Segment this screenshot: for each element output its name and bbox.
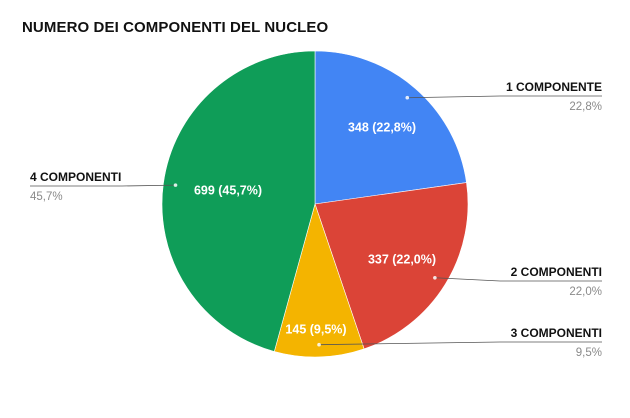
slice-data-label-1-componente: 348 (22,8%) — [348, 120, 416, 134]
pie-slice-2-componenti — [314, 182, 469, 350]
leader-dot-4-componenti — [173, 183, 178, 187]
pie-slice-3-componenti — [273, 202, 365, 358]
legend-name-2-componenti: 2 COMPONENTI — [511, 265, 602, 279]
pie-slice-1-componente — [314, 50, 467, 205]
leader-dot-2-componenti — [433, 275, 437, 280]
legend-name-1-componente: 1 COMPONENTE — [506, 80, 602, 94]
leader-line-3-componenti — [319, 341, 501, 346]
pie-slice-4-componenti — [161, 50, 316, 352]
legend-name-4-componenti: 4 COMPONENTI — [30, 170, 121, 184]
leader-dot-3-componenti — [317, 342, 321, 347]
legend-percent-4-componenti: 45,7% — [30, 191, 63, 203]
leader-line-2-componenti — [434, 277, 501, 282]
legend-name-3-componenti: 3 COMPONENTI — [511, 326, 602, 340]
legend-percent-2-componenti: 22,0% — [569, 286, 602, 298]
legend-percent-3-componenti: 9,5% — [576, 347, 602, 359]
slice-data-label-3-componenti: 145 (9,5%) — [285, 322, 346, 336]
legend-percent-1-componente: 22,8% — [569, 101, 602, 113]
slice-data-label-4-componenti: 699 (45,7%) — [194, 183, 262, 197]
leader-dot-1-componente — [405, 95, 410, 100]
slice-data-label-2-componenti: 337 (22,0%) — [368, 252, 436, 266]
chart-title: NUMERO DEI COMPONENTI DEL NUCLEO — [22, 19, 329, 36]
leader-line-4-componenti — [121, 184, 176, 187]
leader-line-1-componente — [407, 95, 501, 99]
